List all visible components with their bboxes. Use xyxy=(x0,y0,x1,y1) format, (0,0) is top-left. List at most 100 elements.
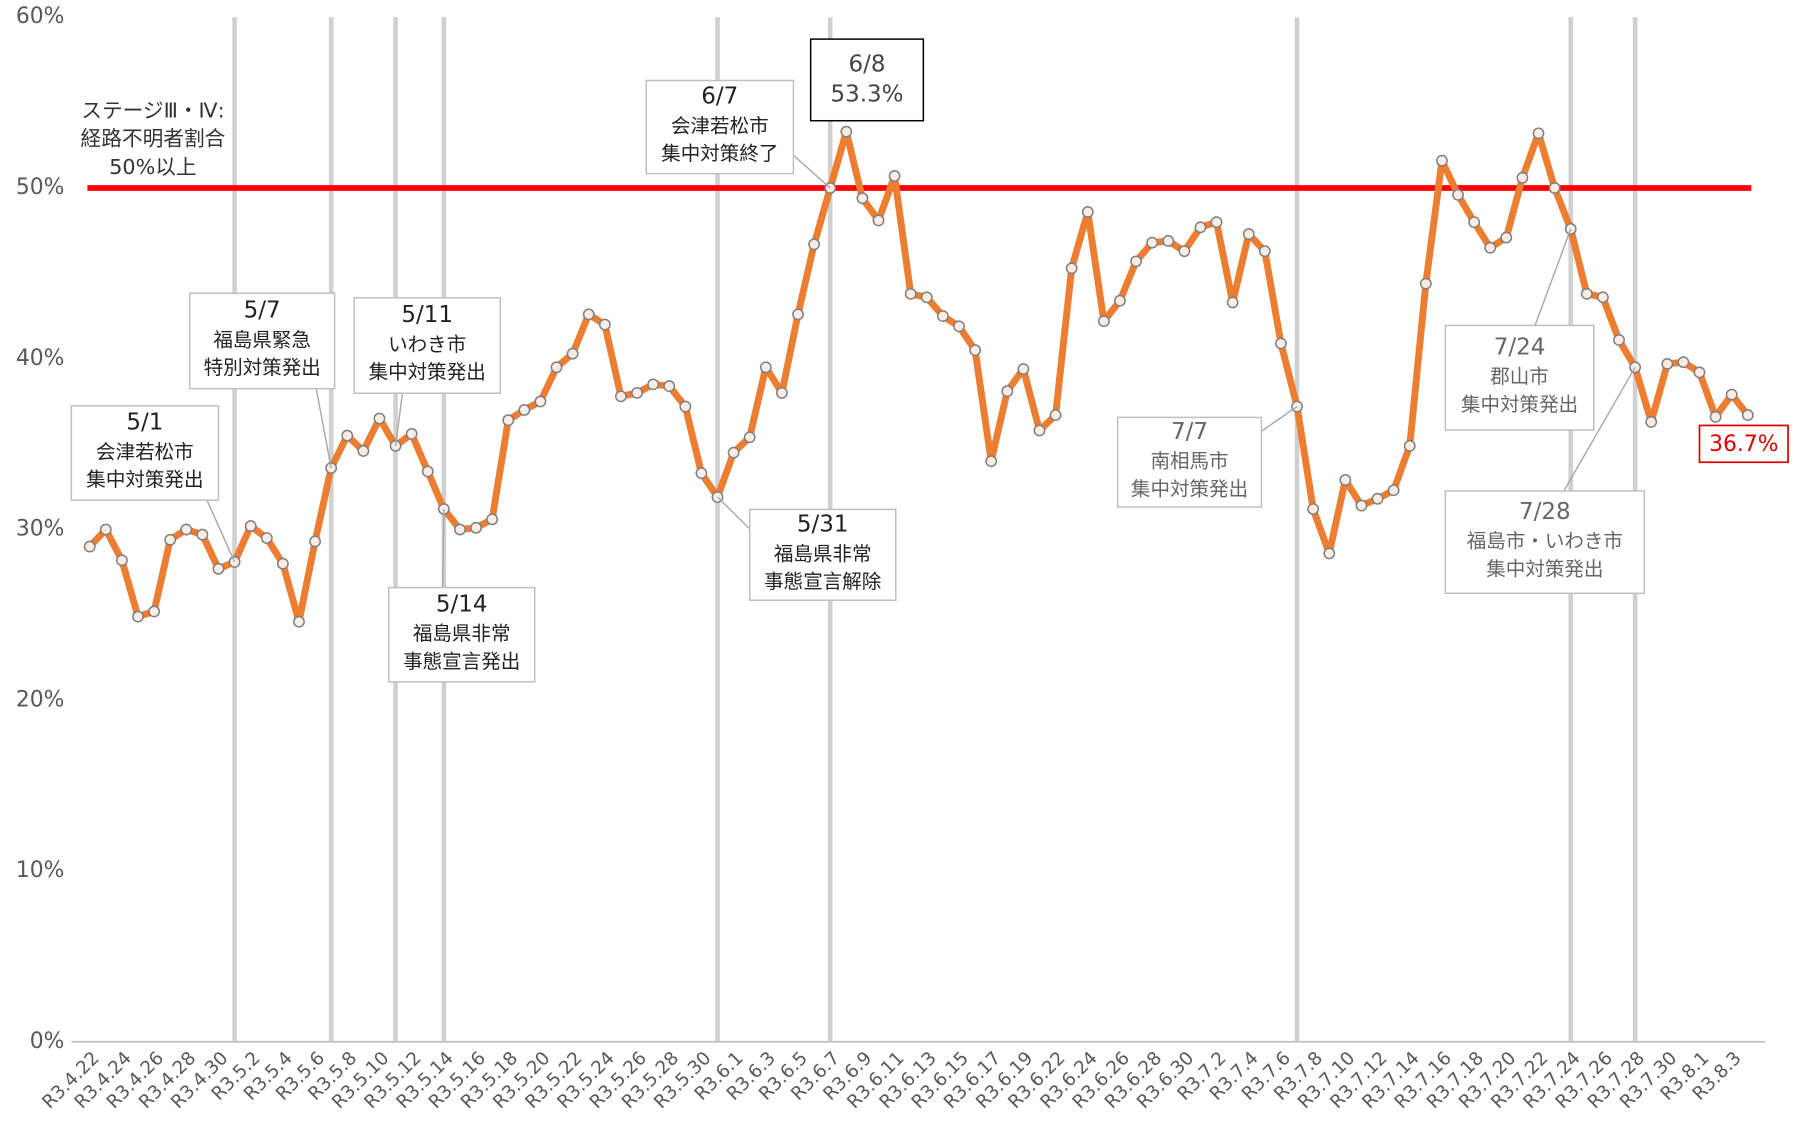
data-point xyxy=(1291,400,1303,413)
value-label-box xyxy=(1698,424,1789,464)
data-point xyxy=(421,465,434,478)
data-point xyxy=(550,361,563,374)
callout-leader xyxy=(315,388,332,469)
callout-text: いわき市 xyxy=(388,333,466,356)
callout-box xyxy=(1444,324,1595,431)
callout-text: 5/1 xyxy=(126,410,163,436)
data-point xyxy=(679,400,692,413)
data-point xyxy=(840,125,853,138)
callout-box xyxy=(70,405,220,501)
callout-text: 福島県緊急 xyxy=(213,328,311,351)
callout-leader xyxy=(442,509,445,588)
data-point xyxy=(663,380,676,392)
callout-box xyxy=(645,79,795,175)
data-point xyxy=(470,521,482,534)
data-point xyxy=(1613,334,1625,346)
data-point xyxy=(566,347,579,360)
callout-text: 5/11 xyxy=(401,302,453,328)
data-point xyxy=(518,404,531,416)
reference-label: 50%以上 xyxy=(109,155,196,179)
data-point xyxy=(1371,492,1384,505)
data-point xyxy=(936,310,949,322)
data-point xyxy=(1017,363,1030,375)
data-point xyxy=(856,192,869,205)
data-point xyxy=(244,520,257,533)
data-point xyxy=(1468,216,1481,229)
callout-leader xyxy=(206,499,236,563)
data-point xyxy=(341,429,354,442)
data-point xyxy=(1580,287,1593,300)
data-point xyxy=(486,513,499,526)
data-point xyxy=(1516,171,1529,184)
data-point xyxy=(1162,235,1175,247)
callout-leader xyxy=(1534,228,1572,326)
callout-leader xyxy=(717,496,751,530)
data-point xyxy=(276,557,289,570)
data-point xyxy=(1403,439,1416,452)
data-point xyxy=(1323,547,1336,560)
y-tick-label: 0% xyxy=(30,1029,65,1054)
data-point xyxy=(1194,221,1207,234)
value-label: 36.7% xyxy=(1709,432,1778,457)
callout-box xyxy=(748,508,897,601)
data-point xyxy=(1661,357,1674,370)
callout-leader xyxy=(394,393,404,446)
data-point xyxy=(631,386,643,399)
data-point xyxy=(775,386,788,399)
data-point xyxy=(1114,294,1126,307)
callout-text: 事態宣言発出 xyxy=(403,650,520,673)
callout-text: 6/7 xyxy=(701,84,738,110)
reference-label: 経路不明者割合 xyxy=(81,127,226,151)
y-tick-label: 30% xyxy=(16,517,65,542)
data-point xyxy=(1097,315,1110,328)
callout-text: 集中対策発出 xyxy=(1486,557,1603,580)
reference-label: ステージⅢ・Ⅳ: xyxy=(81,99,224,123)
data-point xyxy=(454,523,466,536)
data-point xyxy=(309,535,321,548)
callout-text: 5/7 xyxy=(244,298,281,324)
data-point xyxy=(808,238,821,251)
data-point xyxy=(1210,216,1223,229)
callout-text: 5/14 xyxy=(436,591,488,617)
data-point xyxy=(1307,503,1320,515)
data-point xyxy=(920,291,933,304)
callout-text: 郡山市 xyxy=(1490,365,1549,388)
data-point xyxy=(1226,296,1239,309)
data-point xyxy=(1677,356,1690,369)
callout-box xyxy=(809,38,925,122)
callout-text: 会津若松市 xyxy=(96,441,194,464)
data-point xyxy=(212,562,225,575)
data-point xyxy=(148,605,161,618)
data-point xyxy=(1741,409,1754,422)
y-tick-label: 10% xyxy=(16,858,65,883)
data-point xyxy=(405,427,418,440)
callout-text: 福島県非常 xyxy=(413,622,511,645)
data-point xyxy=(502,414,515,427)
y-tick-label: 20% xyxy=(16,687,65,712)
data-point xyxy=(647,378,660,391)
callout-leader xyxy=(792,154,831,189)
data-point xyxy=(1725,388,1738,401)
data-point xyxy=(743,431,756,444)
data-point xyxy=(792,308,804,321)
data-point xyxy=(969,344,982,357)
data-point xyxy=(373,412,386,425)
callout-text: 特別対策発出 xyxy=(204,356,321,379)
data-point xyxy=(132,610,144,623)
data-point xyxy=(1484,241,1497,254)
data-point xyxy=(1532,127,1545,140)
callout-text: 福島市・いわき市 xyxy=(1467,530,1623,553)
callout-text: 南相馬市 xyxy=(1150,450,1228,473)
data-point xyxy=(1596,291,1609,304)
data-point xyxy=(196,528,209,541)
data-point xyxy=(260,532,273,544)
y-tick-label: 40% xyxy=(16,346,65,371)
data-point xyxy=(164,533,177,546)
data-point xyxy=(115,554,128,567)
callout-text: 集中対策発出 xyxy=(1131,477,1248,500)
y-tick-label: 60% xyxy=(16,4,65,29)
callout-text: 7/28 xyxy=(1519,499,1571,525)
data-point xyxy=(1436,154,1448,167)
